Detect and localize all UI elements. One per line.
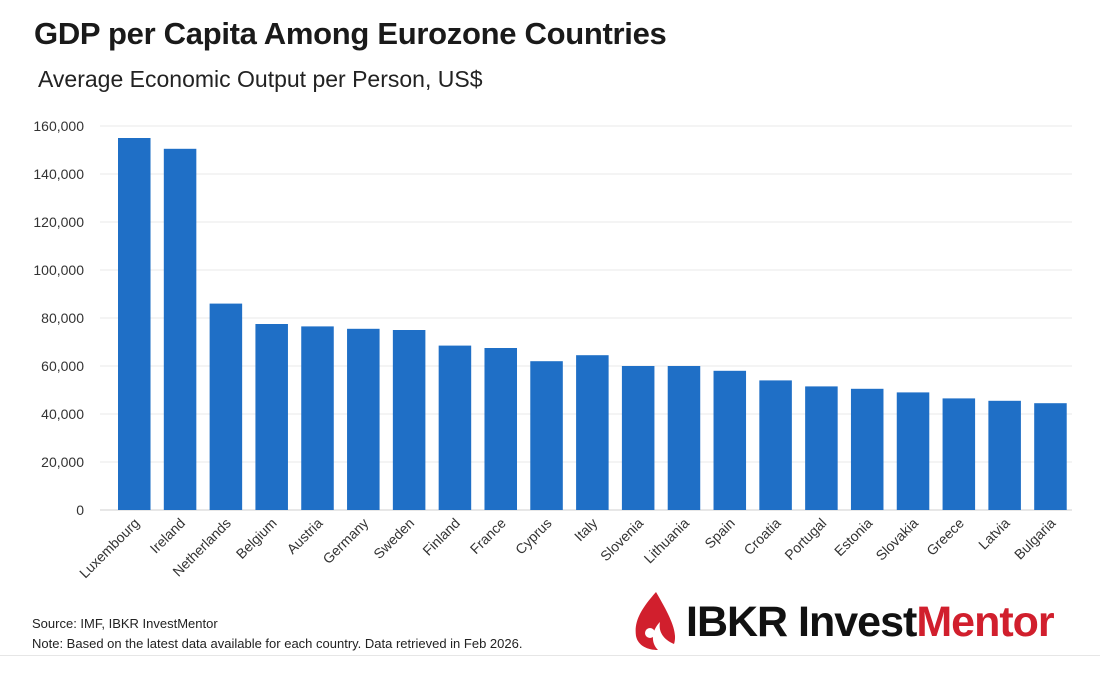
logo-wordmark: IBKR InvestMentor bbox=[686, 598, 1055, 647]
bar-ireland bbox=[163, 148, 197, 511]
bar-chart: 0 20,000 40,000 60,000 80,000 100,000 120,000 1… bbox=[33, 118, 1072, 581]
logo-text-part1: IBKR Invest bbox=[686, 598, 917, 646]
bar-finland bbox=[438, 345, 472, 510]
bar-croatia bbox=[759, 380, 792, 510]
ibkr-investmentor-logo: IBKR InvestMentor bbox=[630, 590, 1080, 654]
bar-italy bbox=[576, 355, 609, 510]
x-tick-label: Italy bbox=[571, 515, 600, 544]
x-tick-label: France bbox=[467, 515, 509, 557]
y-tick-label: 120,000 bbox=[33, 214, 84, 230]
y-tick-label: 80,000 bbox=[41, 310, 84, 326]
x-tick-label: Luxembourg bbox=[76, 515, 142, 581]
bar-latvia bbox=[988, 400, 1021, 510]
bar-belgium bbox=[255, 324, 288, 510]
x-tick-label: Croatia bbox=[740, 515, 783, 558]
x-tick-label: Germany bbox=[319, 515, 371, 567]
x-tick-label: Bulgaria bbox=[1011, 515, 1059, 563]
bottom-divider bbox=[0, 655, 1100, 656]
footer: Source: IMF, IBKR InvestMentor Note: Bas… bbox=[32, 614, 522, 654]
bar-spain bbox=[713, 370, 747, 510]
y-tick-label: 60,000 bbox=[41, 358, 84, 374]
y-tick-label: 20,000 bbox=[41, 454, 84, 470]
x-tick-label: Slovakia bbox=[872, 515, 921, 564]
y-tick-label: 140,000 bbox=[33, 166, 84, 182]
x-tick-label: Finland bbox=[419, 515, 463, 559]
y-tick-label: 100,000 bbox=[33, 262, 84, 278]
bar-austria bbox=[301, 326, 334, 510]
bar-greece bbox=[942, 398, 976, 510]
y-axis-tick-labels: 0 20,000 40,000 60,000 80,000 100,000 120,000 1… bbox=[33, 118, 84, 518]
logo-text-part2: Mentor bbox=[916, 598, 1054, 646]
x-tick-label: Slovenia bbox=[597, 515, 646, 564]
x-tick-label: Cyprus bbox=[512, 515, 555, 558]
bars bbox=[118, 138, 1067, 511]
data-note: Note: Based on the latest data available… bbox=[32, 636, 523, 651]
bar-estonia bbox=[850, 388, 884, 510]
x-tick-label: Sweden bbox=[370, 515, 417, 562]
source-note: Source: IMF, IBKR InvestMentor bbox=[32, 616, 218, 631]
x-tick-label: Greece bbox=[923, 515, 967, 559]
bar-germany bbox=[347, 328, 380, 510]
x-tick-label: Latvia bbox=[975, 515, 1013, 553]
bar-portugal bbox=[805, 386, 838, 510]
flame-icon bbox=[635, 592, 676, 650]
bar-cyprus bbox=[530, 361, 563, 510]
x-tick-label: Estonia bbox=[831, 515, 875, 559]
bar-bulgaria bbox=[1034, 403, 1067, 510]
x-tick-label: Austria bbox=[283, 515, 325, 557]
x-tick-label: Ireland bbox=[147, 515, 189, 557]
x-tick-label: Spain bbox=[701, 515, 738, 552]
bar-netherlands bbox=[209, 303, 243, 510]
bar-luxembourg bbox=[118, 138, 151, 510]
y-tick-label: 160,000 bbox=[33, 118, 84, 134]
x-tick-label: Lithuania bbox=[641, 515, 693, 567]
bar-france bbox=[484, 348, 518, 510]
y-tick-label: 0 bbox=[76, 502, 84, 518]
chart-subtitle: Average Economic Output per Person, US$ bbox=[38, 66, 483, 92]
bar-slovakia bbox=[896, 392, 930, 510]
bar-slovenia bbox=[621, 366, 655, 510]
y-tick-label: 40,000 bbox=[41, 406, 84, 422]
x-tick-label: Belgium bbox=[233, 515, 280, 562]
bar-lithuania bbox=[667, 366, 701, 510]
bar-sweden bbox=[392, 330, 426, 510]
chart-title: GDP per Capita Among Eurozone Countries bbox=[34, 16, 667, 51]
x-tick-label: Portugal bbox=[781, 515, 829, 563]
